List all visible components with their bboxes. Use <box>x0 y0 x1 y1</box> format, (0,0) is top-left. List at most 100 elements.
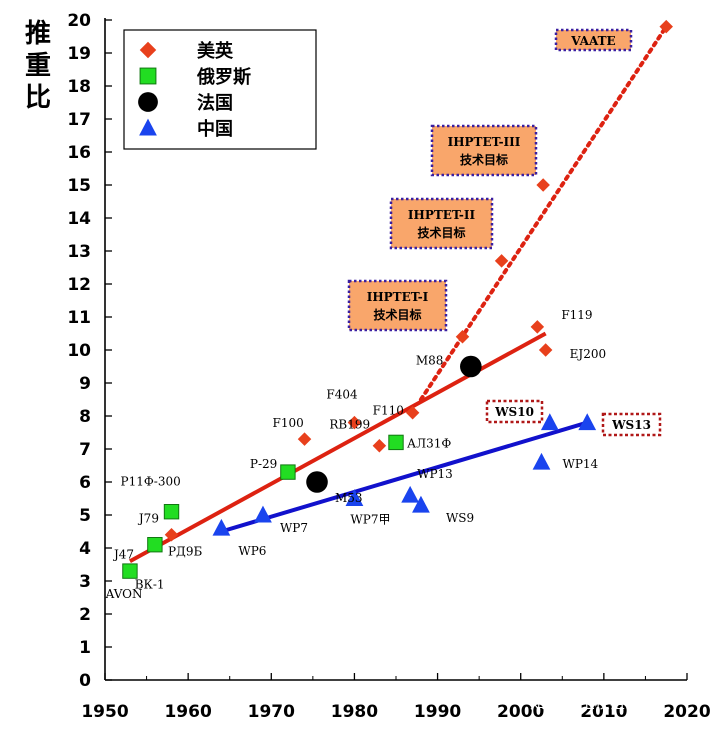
y-tick-label: 12 <box>67 275 91 295</box>
y-tick-label: 6 <box>79 473 91 493</box>
goal-box-title: IHPTET-II <box>408 208 476 222</box>
marker-中国 <box>412 495 430 513</box>
marker-中国 <box>345 489 364 506</box>
y-tick-label: 9 <box>79 374 91 394</box>
goal-box-title: IHPTET-III <box>448 135 521 149</box>
marker-美英 <box>455 330 470 344</box>
point-label: РД9Б <box>168 544 202 558</box>
goal-boxes: IHPTET-I 技术目标 IHPTET-II 技术目标 IHPTET-III 技术目标 V… <box>347 28 662 437</box>
goal-box-subtitle: 技术目标 <box>417 225 465 240</box>
trend-line-中国 <box>220 420 588 534</box>
y-tick-label: 10 <box>67 341 91 361</box>
goal-box <box>430 124 538 177</box>
point-label: F119 <box>561 308 592 322</box>
trend-line-美英 <box>128 331 547 563</box>
marker-俄罗斯 <box>122 563 138 579</box>
point-label: EJ200 <box>570 347 606 361</box>
y-tick-label: 0 <box>79 671 91 691</box>
y-tick-label: 17 <box>67 110 91 130</box>
y-tick-label: 4 <box>79 539 91 559</box>
y-tick-label: 13 <box>67 242 91 262</box>
marker-俄罗斯 <box>280 464 296 480</box>
y-tick-label: 20 <box>67 11 91 31</box>
marker-中国 <box>578 413 597 431</box>
y-tick-label: 8 <box>79 407 91 427</box>
engine-box-label: WS10 <box>494 405 534 419</box>
point-label: M88 <box>416 354 444 368</box>
x-tick-label: 1980 <box>331 702 378 722</box>
point-label: F110 <box>373 404 404 418</box>
y-tick-label: 1 <box>79 638 91 658</box>
legend-marker <box>139 41 157 59</box>
marker-法国 <box>460 355 482 378</box>
data-points <box>122 19 673 579</box>
x-tick-label: 1960 <box>164 702 211 722</box>
point-label: J79 <box>137 511 159 525</box>
y-tick-label: 16 <box>67 143 91 163</box>
marker-中国 <box>532 452 551 470</box>
marker-中国 <box>540 413 559 431</box>
y-tick-label: 15 <box>67 176 91 196</box>
marker-中国 <box>401 485 420 503</box>
x-tick-label: 1970 <box>248 702 295 722</box>
x-tick-label: 2000 <box>497 702 544 722</box>
marker-美英 <box>536 178 550 192</box>
point-label: Р11Ф-300 <box>121 475 181 489</box>
y-tick-label: 14 <box>67 209 91 229</box>
marker-俄罗斯 <box>147 537 163 553</box>
x-tick-label: 2010 <box>580 702 627 722</box>
point-label: F404 <box>326 388 358 402</box>
goal-box-subtitle: 技术目标 <box>460 152 508 167</box>
point-label: RB199 <box>329 418 370 432</box>
point-label: Р-29 <box>250 457 277 471</box>
y-tick-label: 3 <box>79 572 91 592</box>
point-label: WP13 <box>417 467 453 481</box>
point-label: AVON <box>105 587 143 601</box>
marker-美英 <box>530 320 545 334</box>
goal-box <box>554 28 633 52</box>
goal-box <box>347 279 448 332</box>
y-axis-label: 推重比 <box>25 19 51 113</box>
point-label: АЛ31Ф <box>407 436 451 450</box>
point-label: F100 <box>273 416 304 430</box>
legend-marker <box>139 67 157 85</box>
legend-label: 美英 <box>197 40 234 62</box>
x-tick-label: 2020 <box>663 702 710 722</box>
marker-俄罗斯 <box>388 434 404 451</box>
y-tick-label: 5 <box>79 506 91 526</box>
x-tick-label: 1950 <box>81 702 128 722</box>
y-tick-label: 18 <box>67 77 91 97</box>
marker-美英 <box>347 415 362 430</box>
goal-box <box>389 197 494 250</box>
point-label: WP6 <box>238 544 266 558</box>
legend-label: 法国 <box>197 92 233 114</box>
y-tick-label: 19 <box>67 44 91 64</box>
point-label: ВК-1 <box>135 577 165 591</box>
marker-美英 <box>494 254 509 268</box>
point-label: J47 <box>112 548 134 562</box>
marker-中国 <box>254 505 272 523</box>
marker-美英 <box>538 343 553 357</box>
legend-label: 中国 <box>197 118 233 140</box>
engine-box <box>601 412 662 437</box>
y-tick-label: 2 <box>79 605 91 625</box>
marker-美英 <box>659 19 673 34</box>
goal-box-title: VAATE <box>570 34 615 48</box>
y-axis-label-char: 重 <box>25 51 51 81</box>
goal-box-subtitle: 技术目标 <box>373 307 421 322</box>
y-tick-label: 7 <box>79 440 91 460</box>
marker-俄罗斯 <box>163 504 180 520</box>
marker-美英 <box>405 405 420 420</box>
point-label: WP7甲 <box>350 513 390 527</box>
legend-label: 俄罗斯 <box>196 66 251 88</box>
marker-美英 <box>297 432 312 446</box>
point-label: M53 <box>335 491 363 505</box>
engine-box-label: WS13 <box>611 418 651 432</box>
marker-法国 <box>306 471 328 493</box>
point-label: WP14 <box>563 457 599 471</box>
point-label: WS9 <box>446 511 474 525</box>
watermark: 知乎 @上校狙击手 <box>530 694 655 712</box>
marker-美英 <box>372 438 387 453</box>
